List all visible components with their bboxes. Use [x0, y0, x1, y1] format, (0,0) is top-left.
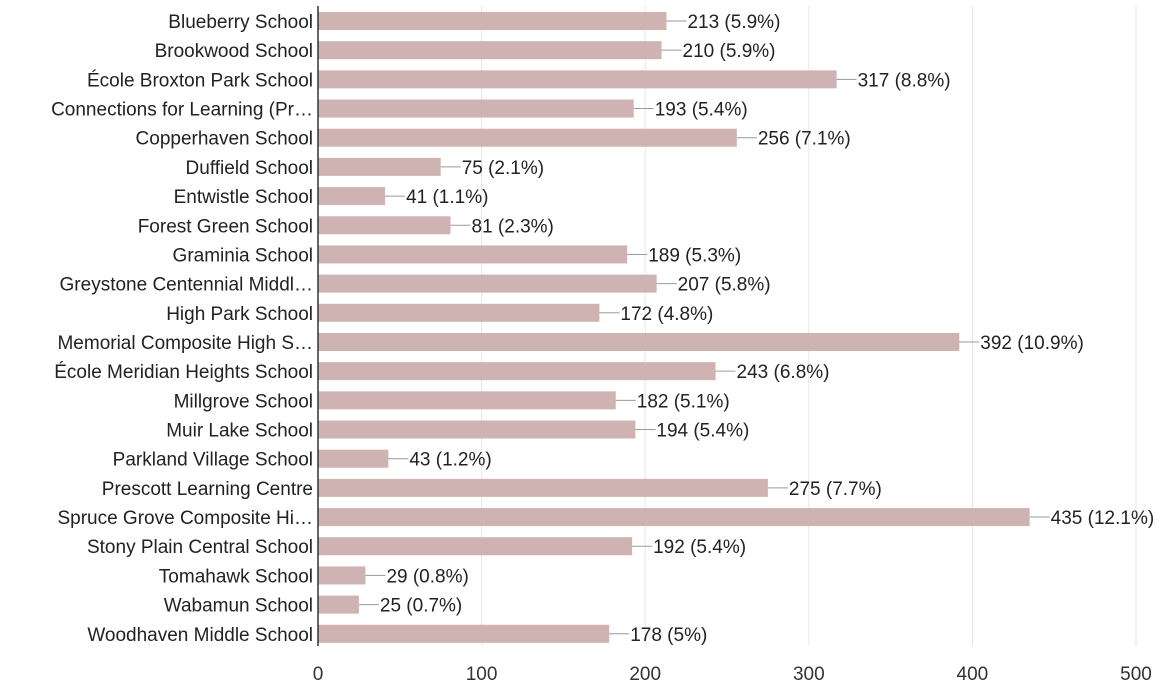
data-labels: 213 (5.9%) 210 (5.9%) 317 (8.8%) 193 (5.4%)… [358, 12, 1155, 646]
category-label: Muir Lake School [166, 421, 313, 442]
data-label: 435 (12.1%) [1051, 508, 1155, 529]
bar [318, 187, 386, 206]
data-label: 213 (5.9%) [687, 12, 780, 33]
category-label: Stony Plain Central School [87, 537, 313, 558]
bar [318, 70, 837, 89]
category-label: Memorial Composite High S… [57, 333, 313, 354]
data-label: 207 (5.8%) [678, 275, 771, 296]
x-tick-label: 500 [1120, 664, 1152, 685]
bar [318, 391, 616, 410]
data-label: 317 (8.8%) [858, 70, 951, 91]
bar [318, 566, 366, 585]
data-label: 172 (4.8%) [620, 304, 713, 325]
bar [318, 537, 633, 556]
data-label: 392 (10.9%) [980, 333, 1084, 354]
data-label: 25 (0.7%) [380, 596, 462, 617]
bar [318, 420, 636, 439]
data-label: 75 (2.1%) [462, 158, 544, 179]
category-label: École Meridian Heights School [54, 362, 313, 383]
bar [318, 157, 441, 176]
category-label: Tomahawk School [159, 566, 313, 587]
category-label: Forest Green School [138, 216, 313, 237]
category-label: Greystone Centennial Middl… [60, 275, 313, 296]
bar [318, 274, 657, 293]
bars [318, 12, 1030, 643]
category-label: Prescott Learning Centre [102, 479, 313, 500]
data-label: 193 (5.4%) [655, 100, 748, 121]
data-label: 29 (0.8%) [386, 566, 468, 587]
bar [318, 508, 1030, 527]
category-label: Entwistle School [174, 187, 313, 208]
category-label: Copperhaven School [136, 129, 313, 150]
data-label: 189 (5.3%) [648, 245, 741, 266]
category-label: Spruce Grove Composite Hi… [57, 508, 313, 529]
category-label: Duffield School [186, 158, 313, 179]
category-label: École Broxton Park School [87, 70, 313, 91]
data-label: 41 (1.1%) [406, 187, 488, 208]
data-label: 275 (7.7%) [789, 479, 882, 500]
axes: 0 100 200 300 400 500 [313, 6, 1152, 685]
data-label: 194 (5.4%) [656, 421, 749, 442]
bar [318, 99, 634, 118]
bar [318, 332, 960, 351]
category-label: High Park School [166, 304, 313, 325]
data-label: 256 (7.1%) [758, 129, 851, 150]
x-tick-label: 300 [793, 664, 825, 685]
bar [318, 12, 667, 30]
bar [318, 128, 737, 147]
x-tick-label: 200 [629, 664, 661, 685]
bar [318, 216, 451, 235]
bar [318, 478, 768, 497]
category-label: Brookwood School [155, 41, 313, 62]
bar [318, 449, 389, 468]
bar [318, 41, 662, 60]
data-label: 210 (5.9%) [683, 41, 776, 62]
x-tick-label: 0 [313, 664, 324, 685]
bar [318, 624, 610, 643]
data-label: 182 (5.1%) [637, 391, 730, 412]
category-label: Wabamun School [164, 596, 313, 617]
data-label: 81 (2.3%) [472, 216, 554, 237]
category-label: Blueberry School [168, 12, 313, 33]
category-label: Parkland Village School [113, 450, 313, 471]
category-label: Woodhaven Middle School [87, 625, 313, 646]
category-labels: Blueberry School Brookwood School École Br… [51, 12, 313, 646]
data-label: 178 (5%) [630, 625, 707, 646]
bar [318, 245, 628, 264]
category-label: Graminia School [173, 245, 313, 266]
bar [318, 595, 359, 614]
category-label: Millgrove School [174, 391, 313, 412]
x-tick-label: 100 [466, 664, 498, 685]
data-label: 243 (6.8%) [737, 362, 830, 383]
category-label: Connections for Learning (Pr… [51, 100, 313, 121]
data-label: 43 (1.2%) [409, 450, 491, 471]
data-label: 192 (5.4%) [653, 537, 746, 558]
bar [318, 303, 600, 322]
x-tick-label: 400 [957, 664, 989, 685]
bar [318, 362, 716, 381]
